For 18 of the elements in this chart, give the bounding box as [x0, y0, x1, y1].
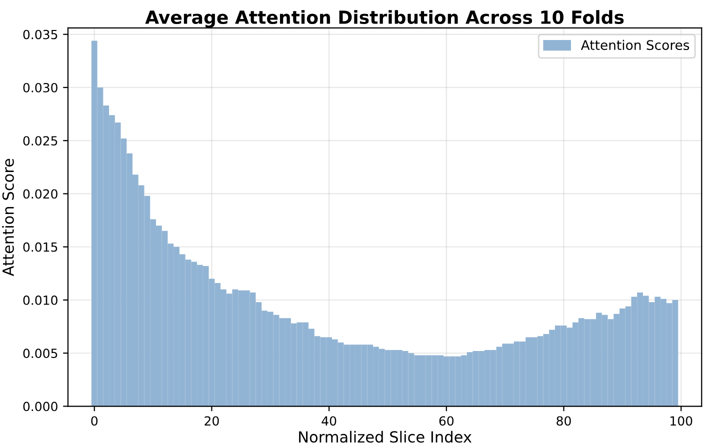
y-axis-title: Attention Score: [2, 158, 14, 276]
x-tick-label: 40: [322, 416, 336, 426]
legend-label: Attention Scores: [580, 40, 690, 50]
chart-title: Average Attention Distribution Across 10 Folds: [145, 10, 624, 28]
x-tick-label: 80: [556, 416, 571, 426]
y-tick-label: 0.000: [23, 402, 58, 412]
y-tick-label: 0.025: [23, 136, 58, 146]
x-tick-label: 60: [439, 416, 454, 426]
x-axis-title: Normalized Slice Index: [299, 430, 472, 443]
x-tick-label: 100: [670, 416, 692, 426]
x-tick-label: 20: [204, 416, 219, 426]
y-tick-label: 0.010: [23, 295, 58, 305]
y-tick-label: 0.015: [23, 242, 58, 252]
y-tick-label: 0.020: [23, 189, 58, 199]
y-tick-label: 0.035: [23, 30, 58, 40]
y-tick-label: 0.030: [23, 82, 58, 92]
y-tick-label: 0.005: [23, 348, 58, 358]
x-tick-label: 0: [91, 416, 98, 426]
